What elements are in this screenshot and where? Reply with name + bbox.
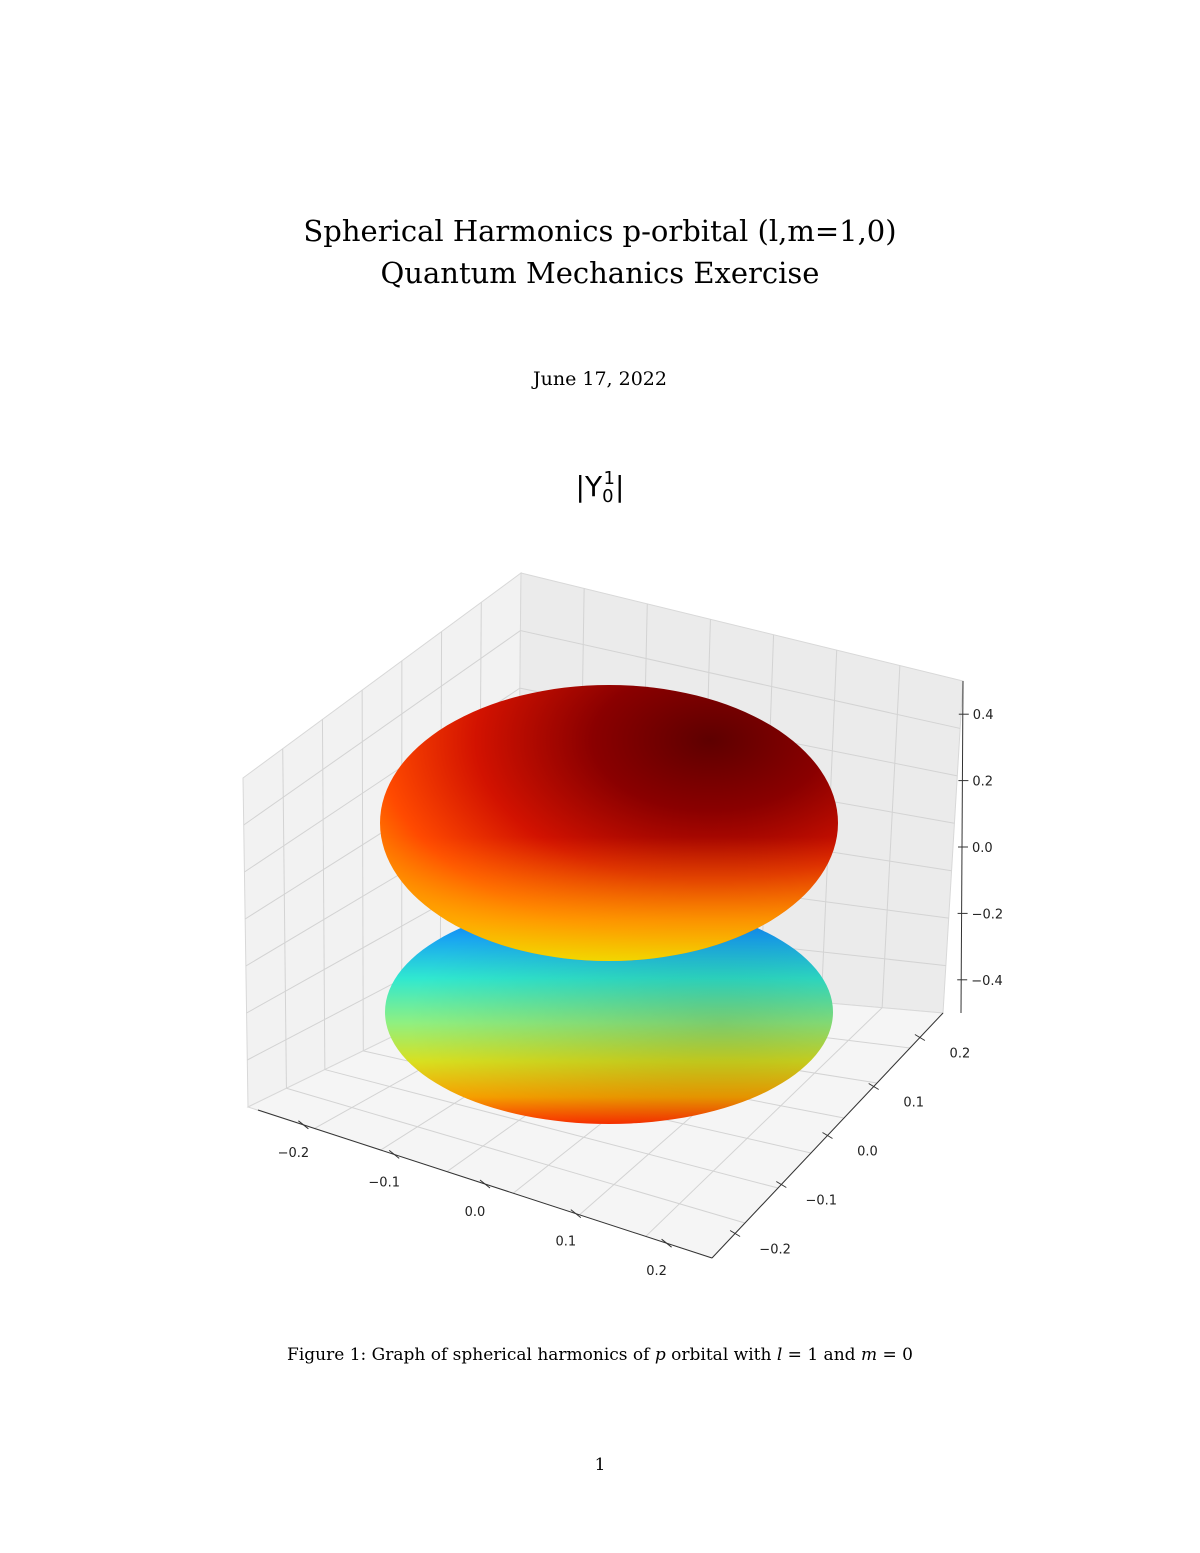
y-tick-label: 0.2 — [950, 1047, 971, 1062]
x-tick-label: −0.1 — [368, 1175, 400, 1190]
y-tick-mark — [776, 1181, 787, 1188]
x-axis-ticks: −0.2 −0.1 0.0 0.1 0.2 — [278, 1120, 672, 1279]
page-number: 1 — [594, 1455, 606, 1475]
lower-lobe-shading — [385, 900, 833, 1124]
caption-l: l — [776, 1345, 783, 1365]
z-tick-label: −0.4 — [971, 974, 1003, 989]
y-axis-ticks: −0.2 −0.1 0.0 0.1 0.2 — [729, 1034, 971, 1258]
orbital-surface — [380, 685, 838, 1124]
plot-title-base: |Y — [575, 470, 603, 503]
x-tick-label: 0.1 — [555, 1235, 576, 1250]
x-tick-mark — [388, 1150, 400, 1159]
doc-title-line2: Quantum Mechanics Exercise — [380, 256, 820, 290]
z-axis-ticks: −0.4 −0.2 0.0 0.2 0.4 — [957, 708, 1003, 989]
x-tick-label: −0.2 — [278, 1146, 310, 1161]
x-tick-mark — [570, 1209, 582, 1218]
x-tick-label: 0.2 — [646, 1264, 667, 1279]
z-tick-label: 0.0 — [972, 841, 993, 856]
plot-title-close: | — [615, 470, 625, 503]
caption-prefix: Figure 1: Graph of spherical harmonics o… — [287, 1345, 655, 1365]
x-tick-label: 0.0 — [465, 1205, 486, 1220]
caption-mid1: orbital with — [665, 1345, 777, 1365]
z-tick-label: 0.2 — [972, 775, 993, 790]
y-tick-label: −0.2 — [759, 1243, 791, 1258]
caption-mid2: = 1 and — [782, 1345, 861, 1365]
caption-m: m — [860, 1345, 878, 1365]
doc-date: June 17, 2022 — [533, 368, 667, 390]
y-tick-mark — [729, 1230, 741, 1237]
plot-title: |Y01| — [0, 468, 1200, 507]
caption-suffix: = 0 — [877, 1345, 913, 1365]
plot-title-sup: 1 — [603, 468, 615, 489]
upper-lobe-rim — [380, 685, 838, 961]
y-tick-label: 0.0 — [857, 1145, 878, 1160]
x-tick-mark — [479, 1179, 491, 1189]
y-tick-label: −0.1 — [806, 1194, 838, 1209]
y-tick-mark — [914, 1034, 926, 1041]
caption-p: p — [654, 1345, 666, 1365]
x-tick-mark — [298, 1120, 309, 1130]
y-tick-label: 0.1 — [903, 1096, 924, 1111]
doc-title-line1: Spherical Harmonics p-orbital (l,m=1,0) — [303, 214, 897, 248]
z-tick-label: −0.2 — [972, 907, 1004, 922]
x-tick-mark — [661, 1238, 672, 1248]
plot-title-sub: 0 — [602, 486, 614, 507]
y-tick-mark — [822, 1132, 833, 1139]
figure-caption: Figure 1: Graph of spherical harmonics o… — [0, 1345, 1200, 1365]
z-tick-label: 0.4 — [973, 708, 994, 723]
y-tick-mark — [868, 1083, 879, 1090]
